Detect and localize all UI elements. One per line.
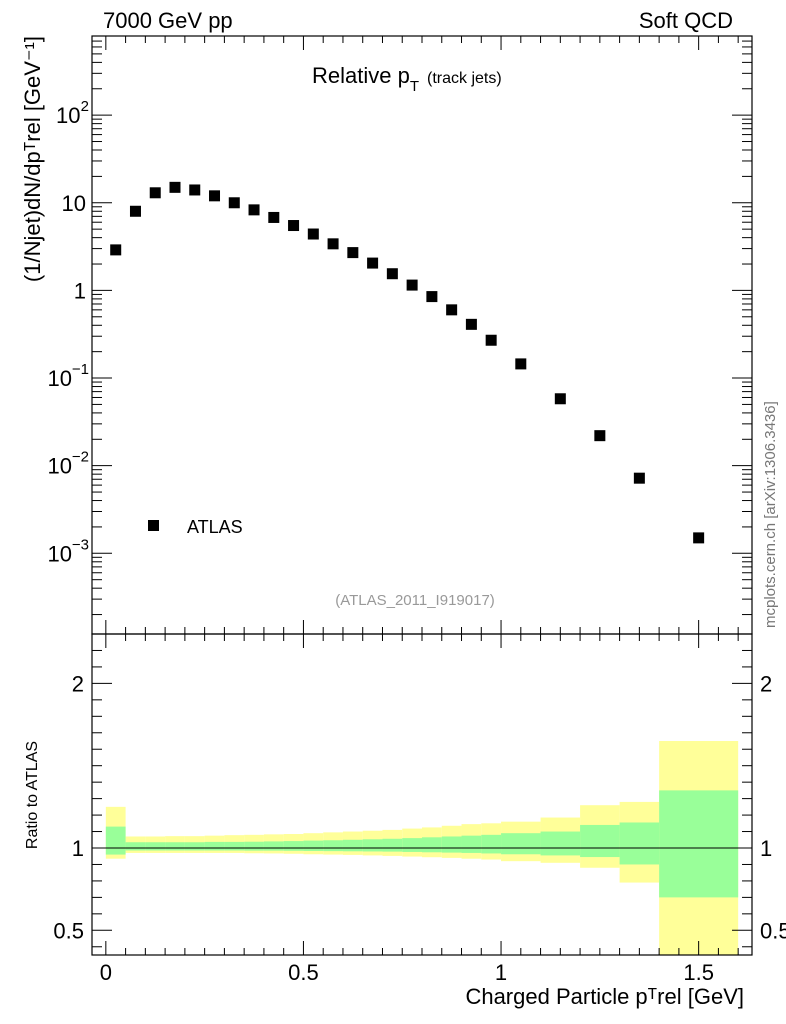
- main-plot-frame: [91, 35, 753, 635]
- main-ytick-label: 10: [56, 103, 80, 128]
- ratio-stat-band-1: [125, 842, 146, 851]
- ratio-stat-band-22: [580, 824, 620, 858]
- ratio-stat-band-7: [244, 841, 264, 851]
- data-point-atlas: [515, 358, 527, 370]
- data-point-atlas: [693, 532, 705, 544]
- header-right-label: Soft QCD: [638, 8, 733, 33]
- x-tick-label: 1: [495, 960, 507, 985]
- ratio-stat-band-11: [323, 840, 343, 852]
- ratio-plot-frame: [91, 633, 753, 956]
- main-ytick-label: 10: [48, 541, 72, 566]
- ratio-stat-band-5: [204, 841, 225, 851]
- data-point-atlas: [189, 184, 201, 196]
- ratio-ytick-label-left: 1: [72, 836, 84, 861]
- data-point-atlas: [307, 228, 319, 240]
- data-point-atlas: [406, 279, 418, 291]
- x-tick-label: 0: [100, 960, 112, 985]
- main-title-subscript: T: [410, 78, 419, 95]
- ratio-stat-band-19: [481, 834, 502, 854]
- ratio-stat-band-12: [342, 839, 363, 852]
- ratio-stat-band-3: [165, 842, 185, 851]
- analysis-id-label: (ATLAS_2011_I919017): [335, 592, 495, 609]
- ratio-stat-band-20: [501, 833, 541, 855]
- ratio-stat-band-10: [303, 840, 324, 851]
- data-point-atlas: [347, 247, 359, 259]
- data-point-atlas: [485, 334, 497, 346]
- data-point-atlas: [446, 304, 458, 316]
- main-ytick-label: 10: [48, 366, 72, 391]
- ratio-stat-band-24: [659, 790, 739, 898]
- main-title-extra: (track jets): [427, 70, 502, 87]
- ratio-ytick-label-right: 0.5: [760, 918, 786, 943]
- data-point-atlas: [288, 220, 300, 232]
- x-tick-label: 1.5: [683, 960, 714, 985]
- data-point-atlas: [110, 244, 122, 256]
- ratio-stat-band-4: [184, 842, 205, 851]
- data-point-atlas: [465, 318, 477, 330]
- ratio-ytick-label-right: 1: [760, 836, 772, 861]
- ratio-stat-band-8: [263, 841, 284, 851]
- data-point-atlas: [386, 268, 398, 280]
- data-point-atlas: [327, 238, 339, 250]
- x-tick-label: 0.5: [288, 960, 319, 985]
- data-point-atlas: [367, 257, 379, 269]
- data-point-atlas: [209, 190, 221, 202]
- ratio-ytick-label-left: 0.5: [53, 918, 84, 943]
- data-point-atlas: [594, 430, 606, 442]
- ratio-ytick-label-right: 2: [760, 671, 772, 696]
- legend-marker-atlas: [148, 520, 159, 531]
- ratio-stat-band-9: [283, 841, 304, 851]
- main-title: Relative pT (track jets): [312, 63, 502, 95]
- main-ytick-label: 10: [48, 454, 72, 479]
- ratio-stat-band-0: [105, 826, 126, 855]
- mcplots-reference-note: mcplots.cern.ch [arXiv:1306.3436]: [762, 401, 779, 628]
- main-ytick-label-exponent: 2: [81, 98, 89, 115]
- legend-label-atlas: ATLAS: [187, 517, 243, 537]
- main-ytick-label-exponent: −3: [72, 536, 89, 553]
- ratio-stat-band-18: [461, 835, 482, 853]
- data-point-atlas: [554, 393, 566, 405]
- ratio-stat-band-15: [402, 838, 422, 852]
- main-ytick-label: 1: [74, 278, 86, 303]
- data-point-atlas: [426, 291, 438, 303]
- ratio-stat-band-2: [145, 842, 166, 851]
- ratio-stat-band-17: [441, 836, 462, 853]
- data-point-atlas: [149, 187, 161, 199]
- data-point-atlas: [248, 204, 260, 216]
- ratio-stat-band-13: [362, 839, 383, 852]
- ratio-stat-band-6: [224, 841, 245, 851]
- data-point-atlas: [268, 211, 280, 223]
- header-left-label: 7000 GeV pp: [103, 8, 233, 33]
- data-point-atlas: [633, 472, 645, 484]
- data-point-atlas: [169, 181, 181, 193]
- main-ytick-label-exponent: −1: [72, 361, 89, 378]
- ratio-ytick-label-left: 2: [72, 671, 84, 696]
- ratio-stat-band-14: [382, 838, 403, 852]
- main-ytick-label-exponent: −2: [72, 449, 89, 466]
- ratio-stat-band-16: [422, 837, 442, 853]
- main-y-axis-label: (1/Njet)dN/dpᵀrel [GeV⁻¹]: [20, 36, 45, 282]
- x-axis-label: Charged Particle pᵀrel [GeV]: [465, 984, 744, 1009]
- data-point-atlas: [129, 205, 141, 217]
- ratio-stat-band-23: [619, 822, 660, 865]
- ratio-y-axis-label: Ratio to ATLAS: [24, 741, 41, 849]
- ratio-stat-band-21: [540, 831, 581, 856]
- data-point-atlas: [228, 197, 240, 209]
- main-ytick-label: 10: [62, 191, 86, 216]
